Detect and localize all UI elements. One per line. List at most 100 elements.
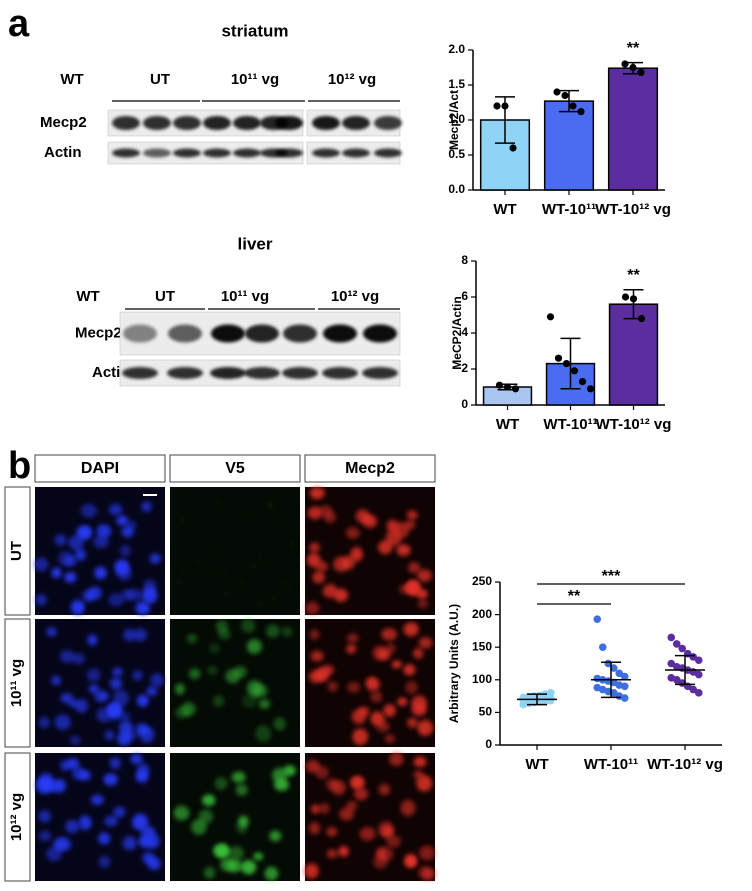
blot-band: [233, 116, 261, 130]
cell: [404, 520, 416, 530]
cell: [315, 765, 329, 779]
y-tick-label: 1.0: [448, 112, 465, 126]
cell: [346, 633, 359, 643]
cell: [389, 752, 404, 767]
cell: [234, 579, 238, 583]
cell: [269, 503, 273, 507]
cell: [273, 717, 286, 731]
y-axis-label: MeCP2/Actin: [450, 296, 464, 369]
row-header-box: [4, 486, 31, 616]
blot-band: [167, 367, 203, 379]
cell: [209, 643, 221, 654]
cell: [354, 787, 369, 801]
cell: [46, 627, 57, 637]
cell: [284, 550, 287, 554]
cell: [46, 847, 62, 862]
cell: [287, 584, 292, 588]
cell: [75, 698, 88, 713]
cell: [326, 849, 338, 859]
cell: [290, 541, 295, 546]
cell: [266, 624, 280, 638]
cell: [209, 554, 213, 558]
cell: [194, 500, 198, 504]
blot-band: [342, 116, 370, 130]
data-point: [609, 664, 618, 672]
cell: [72, 652, 85, 665]
cell: [391, 660, 402, 669]
blot-band: [173, 148, 201, 158]
data-point: [493, 102, 501, 110]
cell: [38, 778, 53, 794]
cell: [341, 555, 356, 570]
cell: [54, 534, 67, 546]
cell: [60, 759, 71, 771]
blot-title: striatum: [221, 21, 288, 40]
y-tick-label: 2.0: [448, 42, 465, 56]
blot-band: [342, 148, 370, 158]
cell: [181, 518, 186, 522]
cell: [378, 821, 394, 838]
cell: [103, 773, 118, 786]
cell: [135, 770, 149, 783]
cell: [418, 865, 432, 880]
cell: [381, 628, 397, 641]
y-tick-label: 200: [472, 607, 492, 621]
cell: [258, 699, 271, 709]
cell: [38, 716, 51, 729]
data-point: [578, 378, 587, 386]
y-tick-label: 250: [472, 574, 492, 588]
cell: [224, 591, 228, 596]
cell: [173, 805, 190, 821]
cell: [70, 599, 85, 615]
data-point: [620, 682, 629, 691]
cell: [214, 571, 217, 574]
cell: [240, 581, 244, 584]
cell: [121, 526, 134, 538]
row-header-box: [4, 752, 31, 882]
cell: [315, 667, 330, 682]
cell: [141, 501, 152, 513]
data-point: [546, 689, 555, 697]
cell: [175, 492, 178, 495]
data-point: [586, 385, 595, 393]
blot-band: [244, 367, 280, 379]
data-point: [678, 644, 687, 653]
cell: [256, 595, 259, 599]
cell: [118, 720, 134, 736]
y-axis-label: Arbitrary Units (A.U.): [447, 604, 461, 723]
cell: [227, 510, 231, 514]
cell: [350, 776, 365, 790]
cell: [386, 519, 399, 533]
x-tick-label: WT-10¹¹: [584, 756, 638, 773]
data-point: [620, 694, 629, 702]
cell: [174, 683, 186, 695]
cell: [69, 735, 81, 746]
cell: [308, 821, 321, 835]
cell: [326, 827, 338, 837]
cell: [196, 559, 201, 564]
cell: [123, 628, 136, 642]
cell: [104, 815, 118, 827]
cell: [384, 734, 395, 744]
cell: [338, 845, 349, 857]
bar: [607, 67, 659, 191]
cell: [38, 830, 52, 842]
cell: [240, 860, 257, 875]
cell: [53, 778, 67, 793]
blot-band: [312, 116, 340, 130]
cell: [417, 599, 429, 609]
cell: [222, 549, 226, 553]
x-tick-label: WT-10¹² vg: [596, 416, 672, 433]
cell: [150, 673, 164, 688]
cell: [310, 804, 321, 814]
cell: [247, 518, 250, 521]
cell: [375, 847, 387, 860]
cell: [240, 618, 256, 633]
lane-group-label: 10¹² vg: [328, 71, 376, 88]
blot-band: [363, 324, 397, 343]
cell: [74, 548, 86, 561]
cell: [309, 542, 320, 553]
cell: [238, 815, 249, 828]
cell: [372, 645, 387, 661]
cell: [214, 777, 228, 791]
